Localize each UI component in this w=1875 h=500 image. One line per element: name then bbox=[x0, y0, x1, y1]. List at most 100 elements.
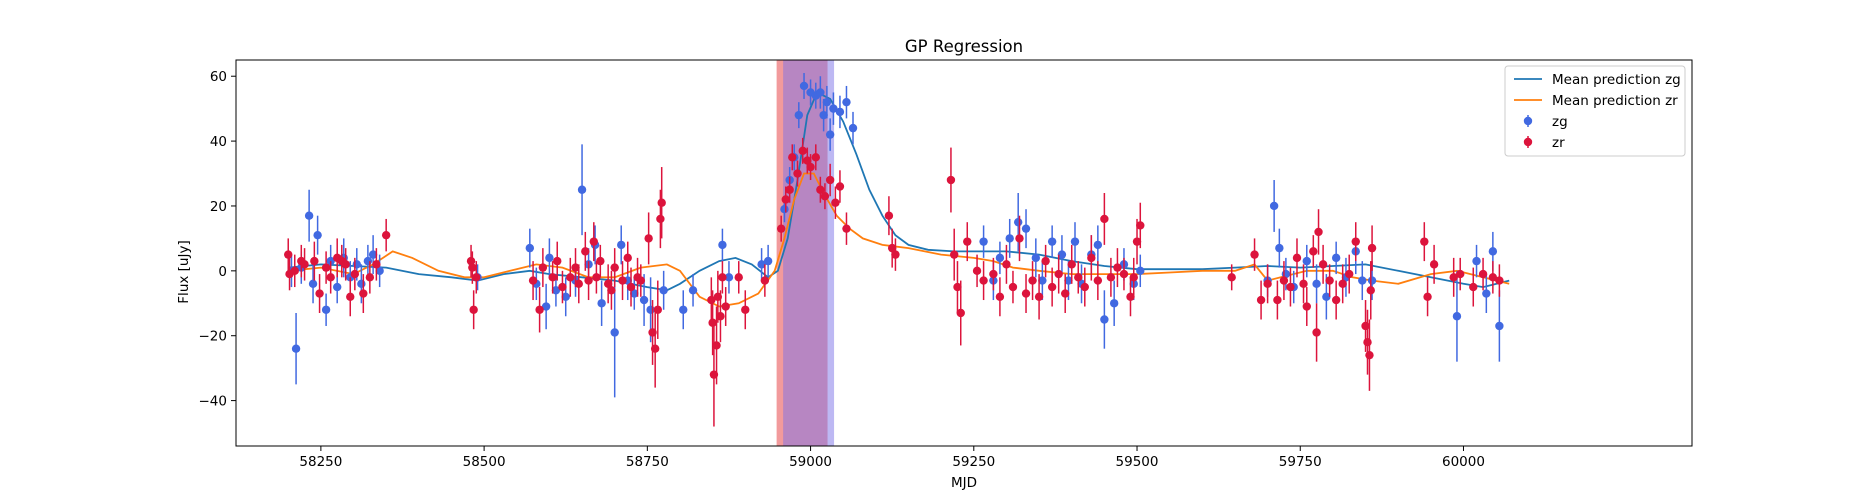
point-zr bbox=[1028, 276, 1037, 285]
point-zr bbox=[1429, 260, 1439, 269]
y-tick-label: 60 bbox=[210, 69, 227, 85]
point-zg bbox=[1322, 292, 1331, 301]
point-zr bbox=[359, 289, 368, 298]
point-zr bbox=[566, 273, 575, 282]
point-zg bbox=[545, 253, 554, 263]
legend-item: zr bbox=[1523, 135, 1565, 151]
point-zr bbox=[1100, 214, 1109, 224]
point-zr bbox=[950, 250, 959, 259]
point-zg bbox=[1064, 276, 1073, 285]
point-zr bbox=[1087, 253, 1096, 263]
point-zr bbox=[1309, 247, 1318, 256]
plot-background bbox=[236, 60, 1692, 446]
point-zg bbox=[794, 110, 804, 120]
point-zg bbox=[617, 240, 626, 250]
point-zg bbox=[577, 185, 587, 194]
point-zg bbox=[688, 286, 698, 295]
point-zr bbox=[341, 260, 350, 269]
y-tick-label: 20 bbox=[210, 199, 227, 215]
point-zr bbox=[785, 185, 794, 194]
point-zr bbox=[831, 198, 840, 207]
point-zg bbox=[646, 305, 655, 314]
point-zr bbox=[1034, 292, 1044, 301]
point-zg bbox=[780, 205, 789, 214]
point-zr bbox=[1302, 302, 1311, 311]
point-zg bbox=[1031, 253, 1041, 263]
point-zr bbox=[1132, 237, 1142, 246]
point-zr bbox=[610, 263, 619, 272]
point-zg bbox=[1093, 240, 1103, 250]
point-zr bbox=[1021, 289, 1031, 298]
highlight-spans bbox=[776, 60, 835, 446]
point-zr bbox=[636, 276, 646, 285]
point-zr bbox=[835, 182, 845, 191]
point-zr bbox=[716, 312, 725, 321]
point-zg bbox=[822, 97, 832, 107]
point-zr bbox=[1469, 282, 1478, 292]
point-zg bbox=[757, 260, 766, 269]
point-zr bbox=[1273, 295, 1282, 305]
point-zr bbox=[1256, 295, 1266, 305]
point-zr bbox=[372, 260, 381, 269]
point-zr bbox=[528, 276, 538, 285]
legend-box bbox=[1504, 65, 1686, 157]
point-zg bbox=[1109, 299, 1119, 308]
point-zr bbox=[1126, 292, 1135, 301]
point-zr bbox=[581, 247, 590, 256]
x-tick-label: 58750 bbox=[626, 454, 669, 470]
point-zr bbox=[1423, 292, 1432, 301]
legend-item: Mean prediction zg bbox=[1514, 72, 1681, 88]
point-zr bbox=[842, 224, 851, 233]
axes-border bbox=[235, 59, 1693, 447]
point-zg bbox=[1331, 253, 1341, 263]
point-zg bbox=[1269, 201, 1279, 211]
point-zr bbox=[803, 156, 812, 165]
point-zr bbox=[1292, 253, 1302, 263]
point-zr bbox=[995, 292, 1005, 301]
x-axis-label: MJD bbox=[951, 475, 977, 491]
point-zg bbox=[1482, 289, 1491, 298]
point-zr bbox=[1366, 286, 1375, 295]
point-zr bbox=[788, 153, 797, 162]
point-zr bbox=[535, 305, 544, 314]
x-tick-label: 58250 bbox=[299, 454, 342, 470]
point-zg bbox=[525, 243, 535, 253]
point-zg bbox=[1136, 266, 1145, 276]
point-zr bbox=[1363, 338, 1372, 347]
point-zr bbox=[816, 185, 825, 194]
point-zr bbox=[708, 318, 717, 327]
point-zg bbox=[561, 292, 570, 301]
point-zr bbox=[798, 146, 807, 156]
point-zg bbox=[842, 97, 851, 107]
point-zr bbox=[806, 162, 815, 172]
point-zr bbox=[653, 305, 662, 314]
y-tick-label: 40 bbox=[210, 134, 227, 150]
point-zr bbox=[626, 282, 636, 292]
point-zr bbox=[1318, 260, 1328, 269]
point-zr bbox=[1345, 269, 1354, 279]
point-zr bbox=[1067, 260, 1076, 269]
point-zg bbox=[1488, 247, 1498, 256]
point-zr bbox=[607, 286, 616, 295]
point-zr bbox=[469, 305, 478, 314]
point-zg bbox=[1038, 276, 1047, 285]
point-zg bbox=[610, 328, 619, 337]
legend-label: zg bbox=[1552, 114, 1568, 130]
x-axis: 58250 58500 58750 59000 59250 59500 59750 60000 bbox=[299, 446, 1485, 470]
legend-item: Mean prediction zr bbox=[1514, 93, 1678, 109]
point-zr bbox=[1325, 276, 1334, 285]
point-zr bbox=[657, 198, 666, 207]
point-zg bbox=[819, 110, 828, 120]
y-tick-label: −40 bbox=[199, 394, 228, 410]
point-zr bbox=[1250, 250, 1259, 259]
point-zg bbox=[1495, 321, 1504, 331]
point-zr bbox=[776, 224, 786, 233]
point-zr bbox=[1449, 273, 1458, 282]
point-zr bbox=[1279, 276, 1289, 285]
point-zr bbox=[820, 192, 830, 201]
point-zg bbox=[1021, 224, 1031, 233]
legend-label: zr bbox=[1552, 135, 1565, 151]
point-zr bbox=[1420, 237, 1429, 246]
y-axis-label: Flux [uJy] bbox=[176, 240, 192, 303]
